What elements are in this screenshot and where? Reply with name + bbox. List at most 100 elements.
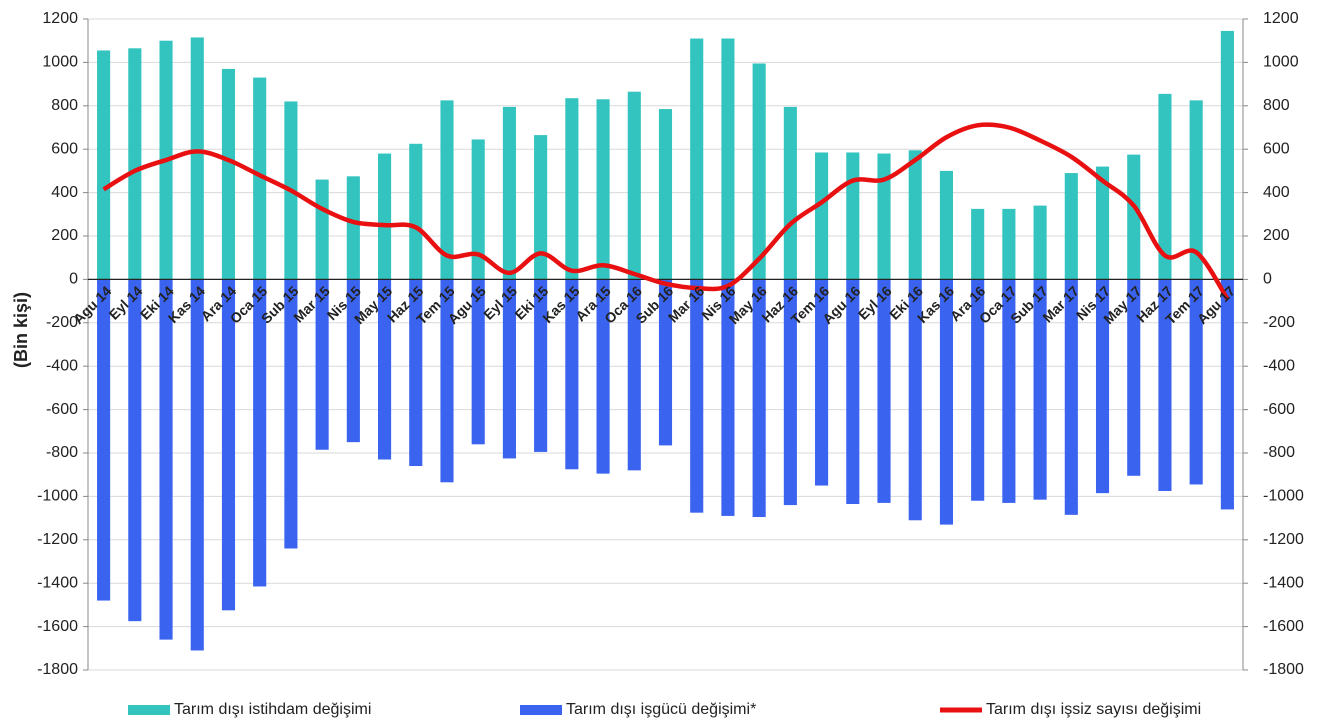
bar bbox=[1158, 93, 1172, 280]
bar bbox=[908, 279, 922, 521]
y2-tick-label: -200 bbox=[1263, 314, 1295, 331]
bar bbox=[409, 143, 423, 280]
line bbox=[102, 122, 1230, 301]
bar bbox=[1064, 279, 1078, 515]
bar bbox=[815, 279, 829, 486]
bar bbox=[471, 279, 485, 445]
bar bbox=[1127, 154, 1141, 280]
y-tick-label: 0 bbox=[69, 271, 78, 288]
bar bbox=[846, 279, 860, 504]
y2-tick-label: -400 bbox=[1263, 357, 1295, 374]
bar bbox=[440, 100, 454, 280]
bar bbox=[1064, 173, 1078, 280]
bar bbox=[565, 279, 579, 470]
y-tick-label: -1400 bbox=[37, 574, 78, 591]
bar bbox=[377, 279, 392, 460]
y-tick-label: -1800 bbox=[37, 661, 78, 678]
bar bbox=[596, 279, 610, 474]
y2-tick-label: -1000 bbox=[1263, 488, 1304, 505]
bar bbox=[1220, 30, 1234, 280]
bar bbox=[721, 279, 735, 516]
y2-tick-label: 1200 bbox=[1263, 10, 1299, 27]
bar bbox=[1002, 279, 1016, 503]
bar bbox=[1220, 279, 1234, 510]
bar bbox=[534, 135, 548, 280]
y-tick-label: -200 bbox=[46, 314, 78, 331]
y2-tick-label: -600 bbox=[1263, 401, 1295, 418]
bar bbox=[471, 139, 485, 280]
bar bbox=[752, 279, 766, 518]
bar bbox=[253, 77, 267, 280]
bar bbox=[190, 37, 204, 280]
bar bbox=[877, 153, 891, 280]
y2-tick-label: 800 bbox=[1263, 97, 1290, 114]
bar bbox=[159, 279, 173, 640]
y-tick-label: -1600 bbox=[37, 618, 78, 635]
bar bbox=[315, 279, 329, 450]
y-tick-label: 400 bbox=[51, 184, 78, 201]
y-tick-label: 1000 bbox=[42, 54, 78, 71]
bar bbox=[783, 279, 797, 506]
bar bbox=[596, 99, 610, 280]
bar bbox=[877, 279, 891, 503]
y-tick-label: -600 bbox=[46, 401, 78, 418]
y2-tick-label: 200 bbox=[1263, 227, 1290, 244]
bar bbox=[1189, 279, 1203, 485]
y-tick-label: -800 bbox=[46, 444, 78, 461]
legend-swatch bbox=[128, 705, 170, 715]
bar bbox=[658, 279, 673, 446]
bar bbox=[315, 179, 329, 280]
bar bbox=[190, 279, 204, 651]
legend-label: Tarım dışı işgücü değişimi* bbox=[566, 701, 756, 718]
bar bbox=[1127, 279, 1141, 476]
bar bbox=[1095, 166, 1110, 280]
y-tick-label: 600 bbox=[51, 140, 78, 157]
bar bbox=[502, 106, 516, 280]
bar bbox=[502, 279, 516, 459]
y-tick-label: -400 bbox=[46, 357, 78, 374]
y2-tick-label: 600 bbox=[1263, 140, 1290, 157]
y2-tick-label: -1800 bbox=[1263, 661, 1304, 678]
bar bbox=[1033, 279, 1047, 500]
y-tick-label: -1000 bbox=[37, 488, 78, 505]
y-tick-label: 200 bbox=[51, 227, 78, 244]
bar bbox=[128, 48, 142, 280]
bar bbox=[377, 153, 392, 280]
bar bbox=[971, 208, 985, 280]
y2-tick-label: -1400 bbox=[1263, 574, 1304, 591]
bar bbox=[128, 279, 142, 622]
y2-tick-label: -800 bbox=[1263, 444, 1295, 461]
y-tick-label: 1200 bbox=[42, 10, 78, 27]
bar bbox=[627, 279, 641, 471]
y-axis-label: (Bin kişi) bbox=[11, 292, 31, 368]
bar bbox=[440, 279, 454, 483]
bar bbox=[253, 279, 267, 587]
bar bbox=[939, 279, 954, 525]
bar bbox=[284, 279, 298, 549]
bar bbox=[534, 279, 548, 452]
y-tick-label: 800 bbox=[51, 97, 78, 114]
legend-label: Tarım dışı işsiz sayısı değişimi bbox=[986, 701, 1201, 718]
bar bbox=[690, 38, 704, 280]
y-tick-label: -1200 bbox=[37, 531, 78, 548]
bar bbox=[721, 38, 735, 280]
bar bbox=[97, 279, 111, 601]
legend-swatch bbox=[520, 705, 562, 715]
bar bbox=[908, 150, 922, 280]
bar bbox=[627, 91, 641, 280]
y2-tick-label: -1200 bbox=[1263, 531, 1304, 548]
bar bbox=[1158, 279, 1172, 491]
y2-tick-label: 1000 bbox=[1263, 54, 1299, 71]
bar bbox=[221, 68, 236, 280]
bar bbox=[971, 279, 985, 501]
y2-tick-label: 0 bbox=[1263, 271, 1272, 288]
bar bbox=[346, 279, 360, 443]
bar bbox=[1189, 100, 1203, 280]
bar bbox=[1095, 279, 1110, 494]
bar bbox=[752, 63, 766, 280]
legend-label: Tarım dışı istihdam değişimi bbox=[174, 701, 371, 718]
bar bbox=[846, 152, 860, 280]
bar bbox=[690, 279, 704, 513]
y2-tick-label: 400 bbox=[1263, 184, 1290, 201]
